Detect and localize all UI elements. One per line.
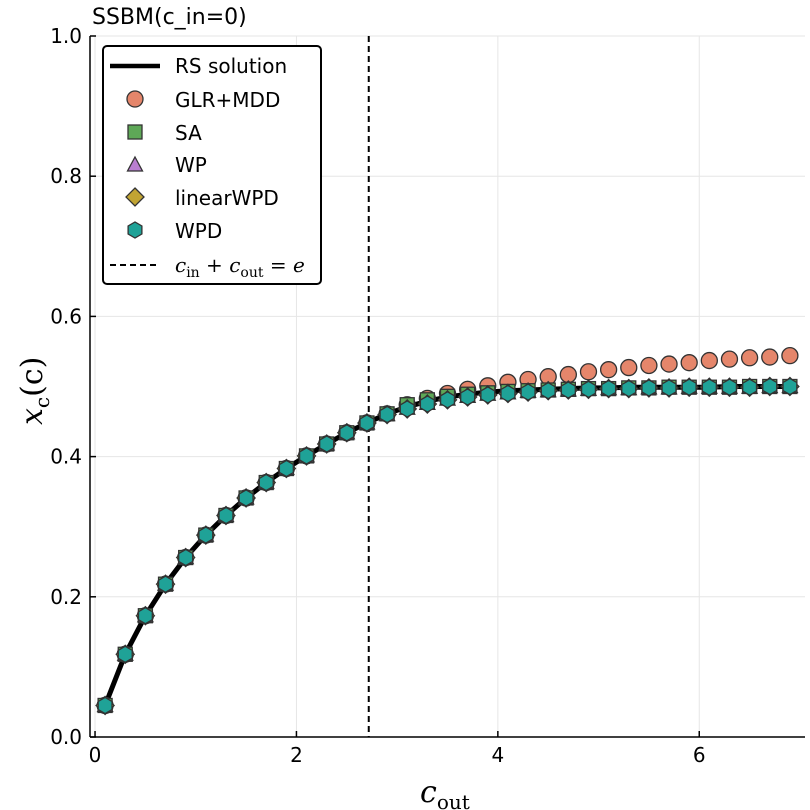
marker-hexagon-10 bbox=[298, 447, 315, 465]
marker-hexagon-6 bbox=[218, 506, 234, 525]
marker-circle-24 bbox=[579, 363, 598, 381]
y-tick-label-1: 0.2 bbox=[50, 585, 82, 609]
legend-label-glr: GLR+MDD bbox=[175, 88, 280, 112]
legend-label-linearwpd: linearWPD bbox=[175, 186, 279, 210]
legend: RS solution GLR+MDD SA WP linearWPD WPD … bbox=[102, 45, 322, 285]
y-tick-label-5: 1.0 bbox=[50, 24, 82, 48]
marker-circle-25 bbox=[599, 361, 618, 379]
legend-markers bbox=[125, 90, 145, 239]
marker-hexagon-2 bbox=[137, 606, 153, 625]
legend-marker-triangle bbox=[126, 155, 144, 172]
marker-circle-33 bbox=[761, 348, 779, 366]
legend-marker-diamond bbox=[125, 187, 145, 207]
marker-hexagon-29 bbox=[681, 378, 697, 396]
y-axis-title-sub: c bbox=[30, 397, 54, 408]
marker-hexagon-16 bbox=[419, 395, 435, 413]
marker-hexagon-23 bbox=[560, 381, 576, 399]
marker-hexagon-25 bbox=[601, 379, 617, 398]
rs-solution-line bbox=[102, 384, 793, 708]
x-tick-label-0: 0 bbox=[89, 743, 102, 767]
x-axis-title-sub: out bbox=[437, 790, 470, 810]
legend-label-wp: WP bbox=[175, 153, 207, 177]
marker-hexagon-1 bbox=[117, 645, 133, 664]
marker-hexagon-7 bbox=[238, 489, 254, 507]
marker-hexagon-30 bbox=[701, 378, 717, 396]
axes bbox=[89, 36, 805, 738]
marker-hexagon-32 bbox=[742, 378, 758, 396]
marker-circle-30 bbox=[700, 351, 718, 370]
y-axis-title-main: x bbox=[15, 408, 50, 425]
x-tick-label-2: 4 bbox=[491, 743, 504, 767]
marker-hexagon-13 bbox=[359, 414, 375, 432]
legend-marker-square bbox=[127, 124, 143, 140]
marker-hexagon-22 bbox=[540, 381, 556, 400]
legend-box bbox=[102, 45, 322, 285]
marker-hexagon-9 bbox=[278, 459, 294, 478]
marker-hexagon-14 bbox=[379, 405, 395, 424]
y-axis-title-suffix: (c) bbox=[15, 357, 50, 397]
x-tick-label-3: 6 bbox=[693, 743, 706, 767]
marker-hexagon-31 bbox=[721, 378, 738, 396]
x-tick-label-1: 2 bbox=[290, 743, 303, 767]
legend-label-sa: SA bbox=[175, 121, 202, 145]
marker-circle-34 bbox=[781, 347, 799, 365]
marker-hexagon-33 bbox=[762, 377, 778, 396]
marker-hexagon-26 bbox=[621, 379, 637, 398]
legend-marker-hexagon bbox=[127, 221, 143, 239]
marker-hexagon-18 bbox=[460, 388, 476, 406]
marker-hexagon-8 bbox=[258, 473, 274, 492]
marker-hexagon-28 bbox=[661, 379, 677, 397]
ticks: 0 2 4 6 0.0 0.2 0.4 0.6 0.8 1.0 bbox=[50, 24, 705, 767]
legend-marker-circle bbox=[126, 90, 144, 108]
rs-solution-layer bbox=[102, 384, 793, 708]
marker-hexagon-27 bbox=[641, 379, 657, 397]
y-axis-title: xc(c) bbox=[15, 357, 54, 425]
marker-hexagon-24 bbox=[580, 380, 597, 399]
marker-circle-27 bbox=[640, 356, 658, 375]
marker-hexagon-4 bbox=[178, 548, 194, 567]
legend-label-vline: cin + cout = e bbox=[175, 253, 305, 281]
chart-title: SSBM(c_in=0) bbox=[92, 5, 247, 30]
y-tick-label-4: 0.8 bbox=[50, 164, 82, 188]
y-tick-label-2: 0.4 bbox=[50, 445, 82, 469]
x-axis-title-main: c bbox=[420, 775, 437, 810]
marker-circle-31 bbox=[720, 350, 739, 368]
marker-hexagon-19 bbox=[480, 386, 496, 404]
marker-layer bbox=[95, 347, 800, 716]
legend-label-rs: RS solution bbox=[175, 54, 287, 78]
marker-hexagon-15 bbox=[399, 400, 415, 418]
marker-hexagon-3 bbox=[157, 575, 174, 593]
x-axis-title: cout bbox=[420, 775, 470, 810]
marker-hexagon-20 bbox=[500, 384, 516, 403]
marker-circle-28 bbox=[660, 355, 678, 373]
marker-hexagon-21 bbox=[520, 383, 536, 401]
y-tick-label-0: 0.0 bbox=[50, 725, 82, 749]
y-tick-label-3: 0.6 bbox=[50, 304, 82, 328]
marker-hexagon-11 bbox=[319, 435, 335, 453]
marker-hexagon-5 bbox=[198, 526, 214, 544]
marker-circle-32 bbox=[740, 349, 759, 367]
marker-hexagon-17 bbox=[439, 391, 456, 409]
marker-hexagon-12 bbox=[339, 424, 355, 442]
legend-label-wpd: WPD bbox=[175, 219, 222, 243]
marker-circle-29 bbox=[680, 354, 698, 372]
marker-hexagon-0 bbox=[97, 696, 113, 715]
marker-hexagon-34 bbox=[782, 377, 798, 396]
marker-circle-26 bbox=[620, 358, 638, 377]
